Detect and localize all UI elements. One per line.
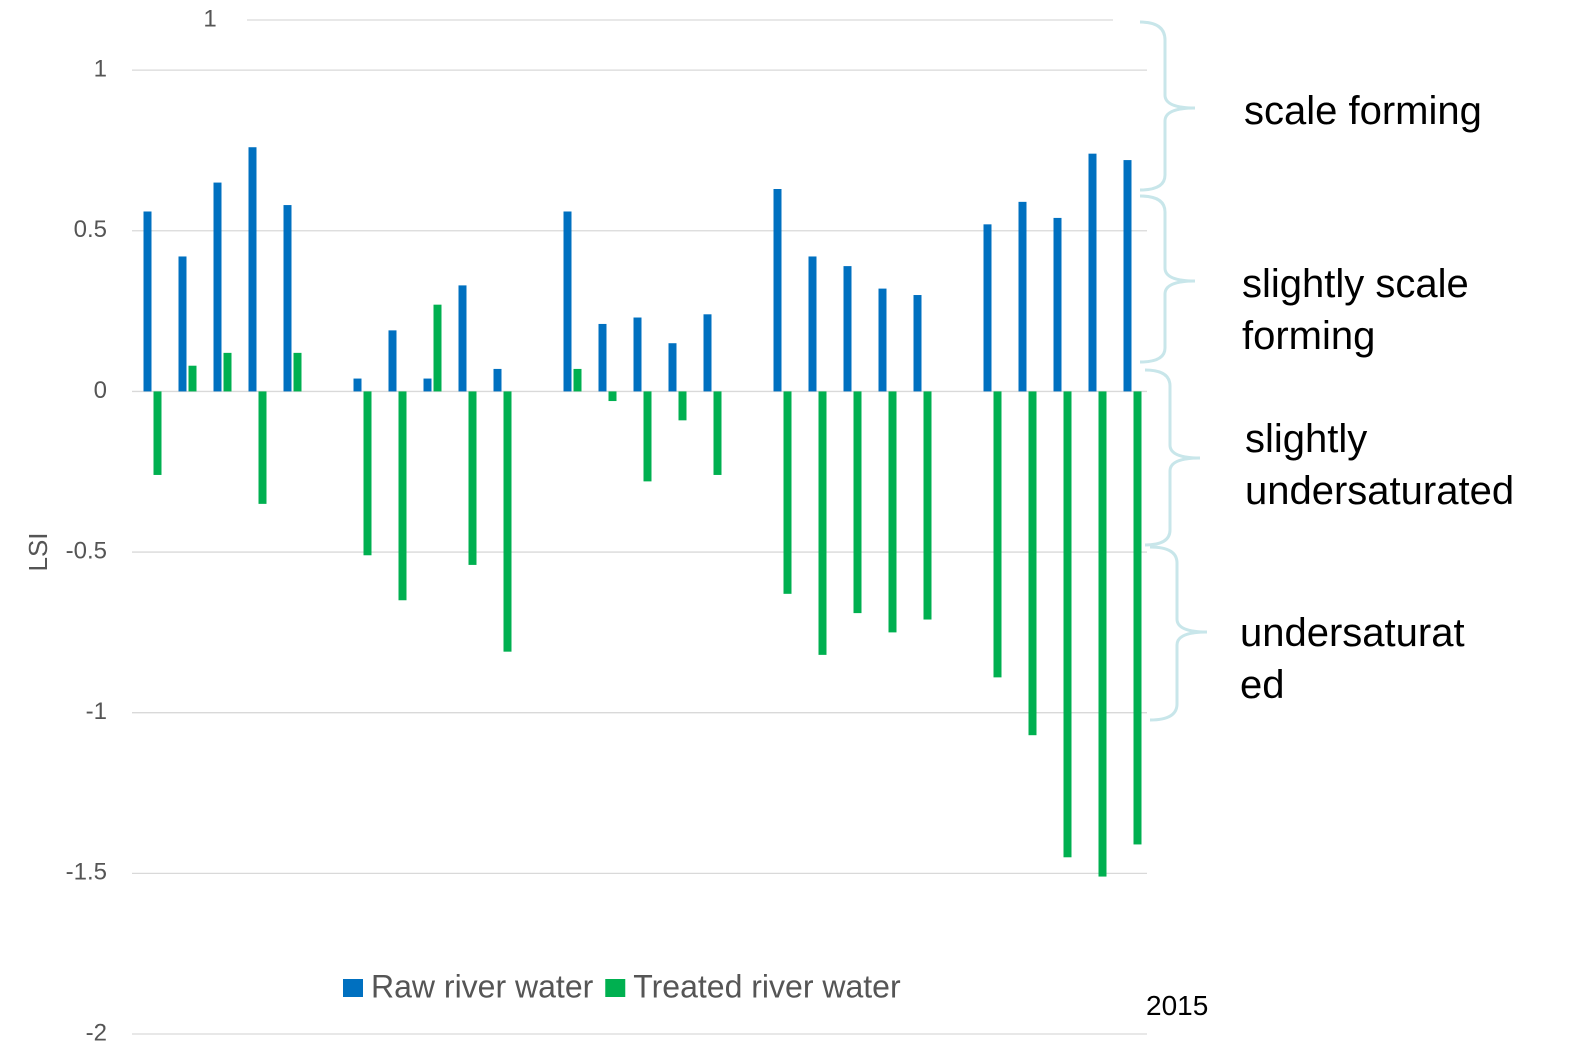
bar [573, 368, 582, 392]
bar [258, 391, 267, 504]
y-tick-label: 1 [94, 55, 107, 82]
bar [608, 391, 617, 402]
bar [773, 189, 782, 392]
bar [1053, 217, 1062, 392]
bar [598, 323, 607, 392]
legend-label: Treated river water [633, 968, 901, 1004]
stray-label: 1 [203, 5, 216, 32]
bar [468, 391, 477, 565]
bar [1018, 201, 1027, 392]
bar [983, 224, 992, 392]
bar [188, 365, 197, 392]
bar [353, 378, 362, 392]
bar [493, 368, 502, 392]
bar [178, 256, 187, 392]
bar [293, 352, 302, 392]
bar [678, 391, 687, 421]
bar [283, 205, 292, 392]
bar [923, 391, 932, 620]
bar [843, 266, 852, 392]
y-tick-label: -1.5 [66, 859, 107, 886]
legend-label: Raw river water [371, 968, 594, 1004]
bar [668, 343, 677, 392]
y-tick-label: -0.5 [66, 537, 107, 564]
bar [503, 391, 512, 652]
bar [223, 352, 232, 392]
bar [248, 147, 257, 392]
bar [153, 391, 162, 475]
y-tick-label: 0.5 [74, 216, 107, 243]
bar [213, 182, 222, 392]
annotation: undersaturated [1245, 469, 1514, 513]
brace [1144, 368, 1201, 547]
bar [1088, 153, 1097, 392]
bar [713, 391, 722, 475]
bar [853, 391, 862, 614]
bar [818, 391, 827, 655]
annotation: undersaturat [1240, 611, 1465, 655]
bar [913, 295, 922, 392]
bar [363, 391, 372, 556]
annotation: slightly [1245, 417, 1367, 461]
bar [388, 330, 397, 392]
y-axis-label: LSI [23, 532, 53, 571]
bar [808, 256, 817, 392]
bar [1063, 391, 1072, 858]
bar [1133, 391, 1142, 845]
bar [703, 314, 712, 392]
annotation: scale forming [1244, 89, 1482, 133]
bar [888, 391, 897, 633]
bar [433, 304, 442, 392]
legend-swatch [343, 979, 363, 997]
y-tick-label: 0 [94, 377, 107, 404]
year-label: 2015 [1146, 990, 1208, 1021]
bar [783, 391, 792, 594]
bar [1098, 391, 1107, 877]
brace [1139, 20, 1196, 192]
bar [143, 211, 152, 392]
annotation: slightly scale [1242, 262, 1469, 306]
bar [643, 391, 652, 482]
bar [1028, 391, 1037, 736]
bar [398, 391, 407, 601]
y-tick-label: -2 [86, 1019, 107, 1046]
brace [1149, 545, 1208, 722]
bar [458, 285, 467, 392]
annotation: ed [1240, 663, 1285, 707]
annotation: forming [1242, 314, 1375, 358]
brace [1139, 194, 1196, 364]
legend-swatch [605, 979, 626, 997]
bar [1123, 160, 1132, 392]
bar [423, 378, 432, 392]
y-tick-label: -1 [86, 698, 107, 725]
bar [993, 391, 1002, 678]
bar [563, 211, 572, 392]
bar [633, 317, 642, 392]
bar [878, 288, 887, 392]
